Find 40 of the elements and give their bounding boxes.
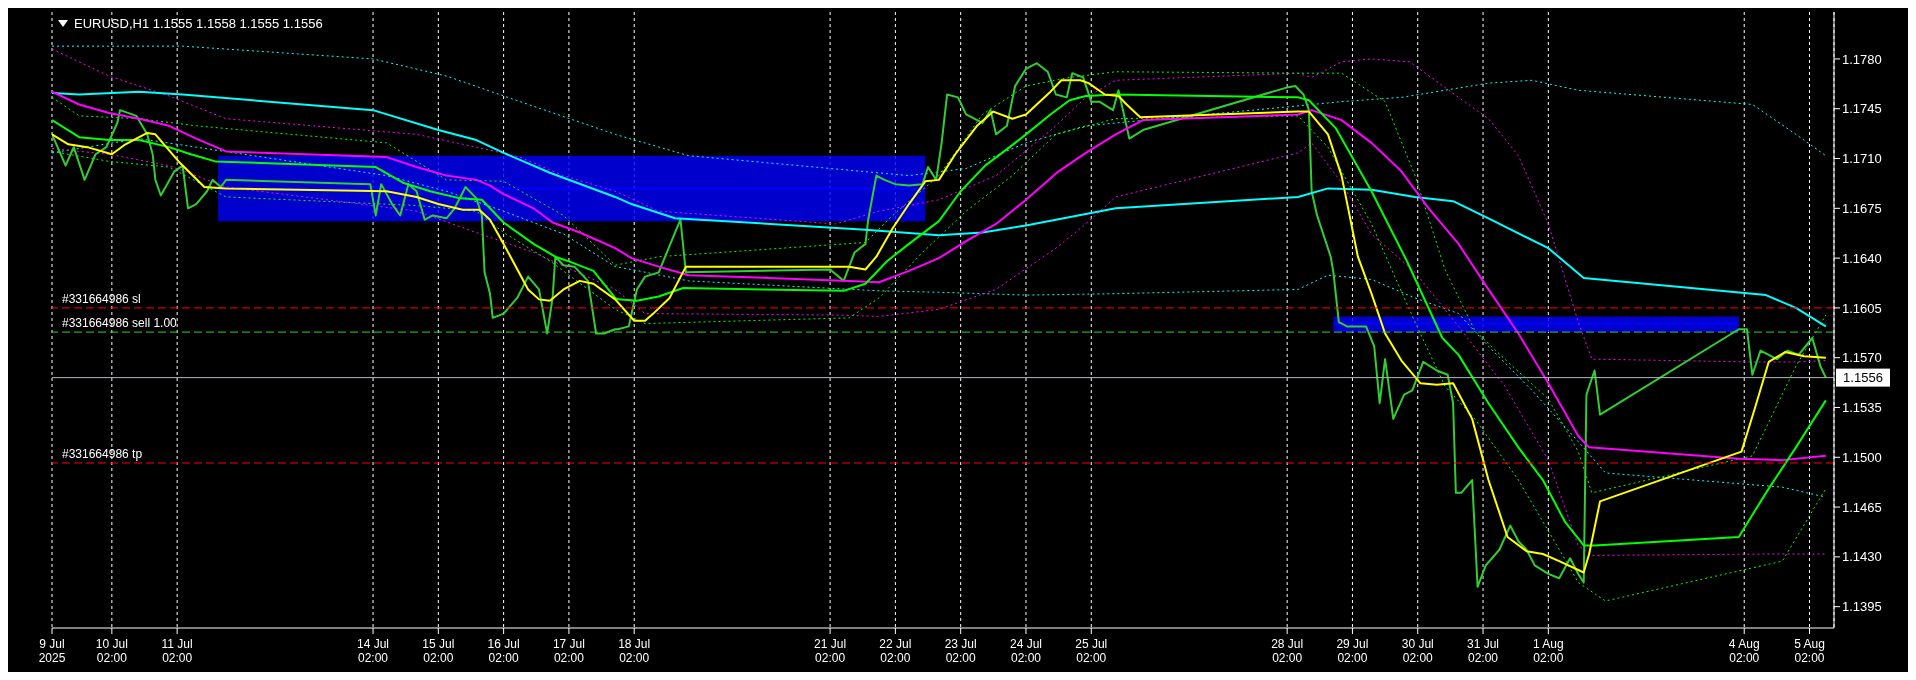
y-tick-label: 1.1640	[1842, 250, 1882, 266]
y-tick-label: 1.1430	[1842, 549, 1882, 565]
line-series	[52, 45, 1827, 177]
x-tick-label: 22 Jul 02:00	[879, 637, 912, 665]
x-tick-label: 1 Aug 02:00	[1532, 637, 1564, 665]
y-tick-label: 1.1710	[1842, 151, 1882, 167]
x-tick-label: 24 Jul 02:00	[1009, 637, 1042, 665]
x-tick-label: 17 Jul 02:00	[552, 637, 585, 665]
chart-title: EURUSD,H1 1.1555 1.1558 1.1555 1.1556	[74, 16, 323, 31]
x-tick-label: 4 Aug 02:00	[1728, 637, 1760, 665]
y-tick-label: 1.1605	[1842, 300, 1882, 316]
x-tick-label: 14 Jul 02:00	[357, 637, 390, 665]
line-series	[52, 48, 1827, 363]
x-tick-label: 15 Jul 02:00	[422, 637, 455, 665]
ref-line-label: #331664986 sl	[62, 291, 141, 306]
y-tick-label: 1.1500	[1842, 449, 1882, 465]
x-tick-label: 30 Jul 02:00	[1401, 637, 1434, 665]
x-tick-label: 23 Jul 02:00	[944, 637, 977, 665]
y-tick-label: 1.1395	[1842, 599, 1882, 615]
ref-line-label: #331664986 tp	[62, 446, 143, 461]
x-tick-label: 10 Jul 02:00	[95, 637, 128, 665]
y-tick-label: 1.1745	[1842, 101, 1882, 117]
x-tick-label: 25 Jul 02:00	[1075, 637, 1108, 665]
x-tick-label: 29 Jul 02:00	[1336, 637, 1369, 665]
x-tick-label: 18 Jul 02:00	[618, 637, 651, 665]
y-tick-label: 1.1535	[1842, 400, 1882, 416]
line-series	[52, 90, 1827, 328]
x-tick-label: 21 Jul 02:00	[814, 637, 847, 665]
x-tick-label: 9 Jul 2025	[38, 637, 66, 665]
x-tick-label: 5 Aug 02:00	[1794, 637, 1825, 665]
x-tick-label: 28 Jul 02:00	[1271, 637, 1304, 665]
x-tick-label: 16 Jul 02:00	[487, 637, 520, 665]
x-tick-label: 11 Jul 02:00	[161, 637, 193, 665]
ref-line-label: #331664986 sell 1.00	[62, 316, 178, 331]
y-tick-label: 1.1570	[1842, 350, 1882, 366]
y-tick-label: 1.1780	[1842, 51, 1882, 67]
y-tick-label: 1.1465	[1842, 499, 1882, 515]
x-tick-label: 31 Jul 02:00	[1467, 637, 1500, 665]
ref-line-label: 1.1556	[1843, 369, 1883, 385]
y-tick-label: 1.1675	[1842, 200, 1882, 216]
